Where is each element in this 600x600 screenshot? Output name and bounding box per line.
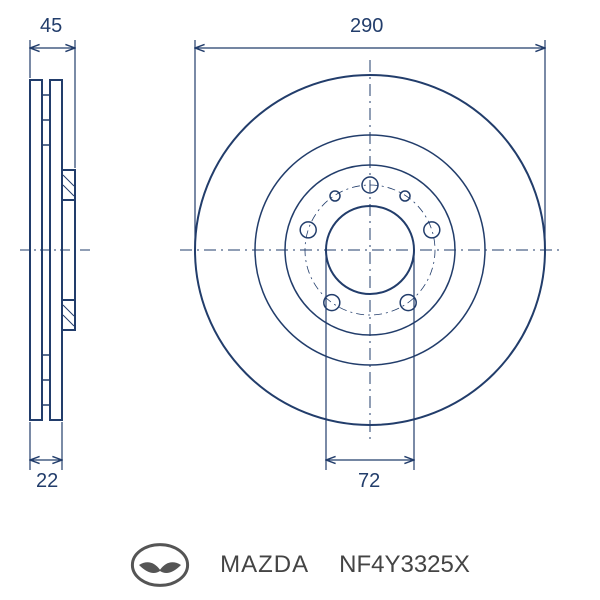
brand-footer: MAZDA NF4Y3325X — [0, 530, 600, 600]
dim-hub-bore: 72 — [358, 470, 380, 493]
side-view — [20, 80, 90, 420]
technical-drawing — [0, 0, 600, 530]
front-view — [180, 60, 560, 440]
dim-width-overall: 45 — [40, 15, 62, 38]
mazda-logo-icon — [130, 541, 190, 589]
dim-outer-diameter: 290 — [350, 15, 383, 38]
part-number: NF4Y3325X — [339, 551, 470, 579]
dim-thickness: 22 — [36, 470, 58, 493]
side-dimensions — [30, 40, 75, 470]
brand-name: MAZDA — [220, 551, 309, 579]
drawing-canvas: 45 22 290 72 MAZDA NF4Y3325X — [0, 0, 600, 600]
